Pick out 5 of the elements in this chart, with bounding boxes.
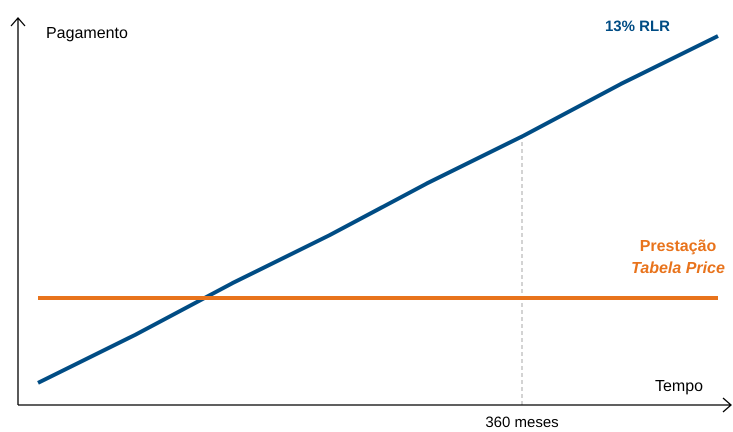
series-label: 13% RLR	[604, 18, 670, 35]
x-axis-title: Tempo	[654, 378, 704, 395]
series-label: Prestação Tabela Price	[631, 238, 725, 277]
y-axis-title: Pagamento	[46, 25, 128, 42]
text: 360 meses	[485, 414, 559, 431]
